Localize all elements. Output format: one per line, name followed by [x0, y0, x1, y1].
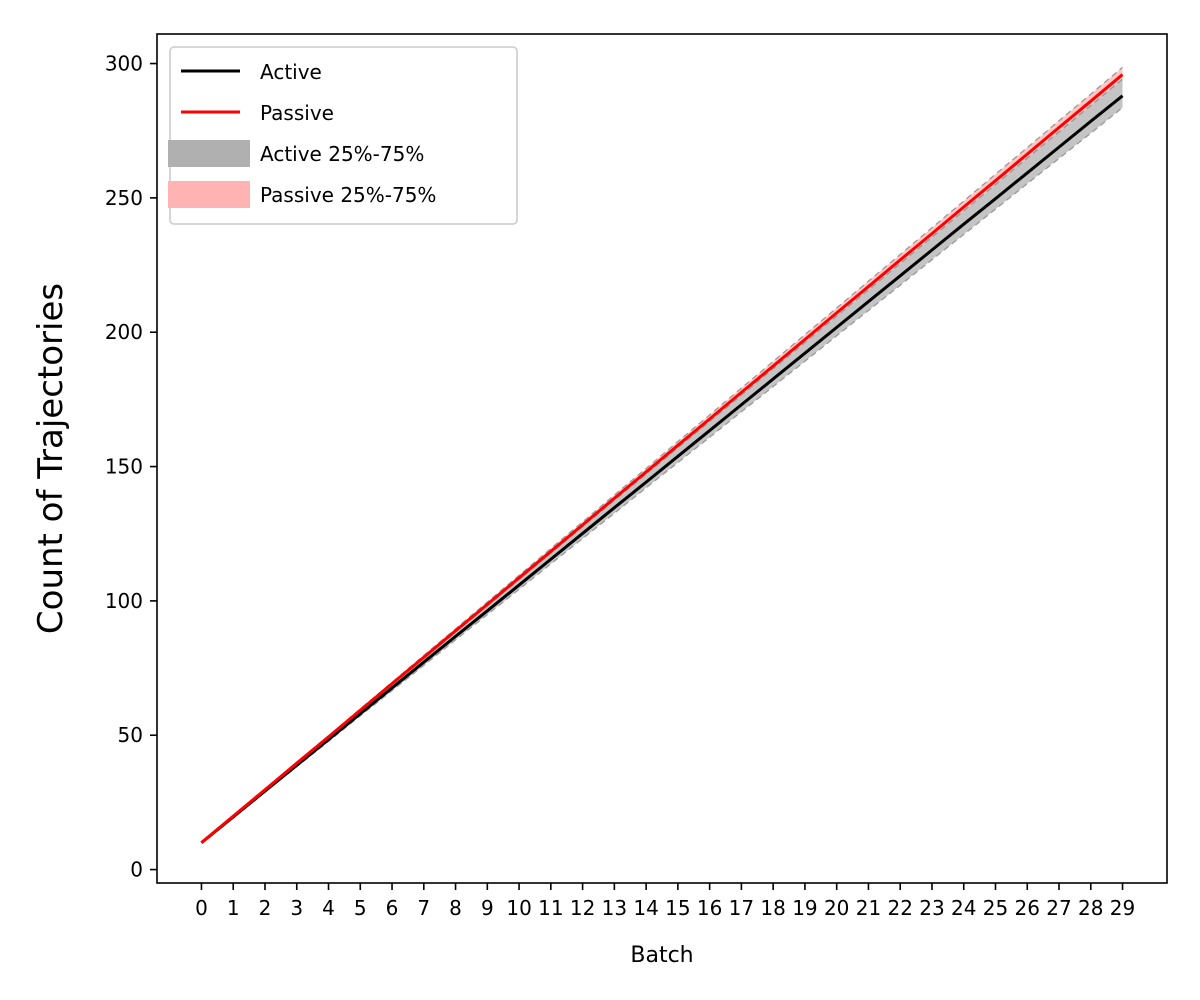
y-tick-label: 0	[130, 858, 143, 882]
y-tick-label: 250	[105, 186, 143, 210]
x-tick-label: 10	[506, 896, 531, 920]
x-tick-label: 12	[570, 896, 595, 920]
x-tick-label: 9	[481, 896, 494, 920]
x-tick-label: 8	[449, 896, 462, 920]
y-tick-label: 300	[105, 52, 143, 76]
legend-swatch	[168, 181, 250, 208]
y-tick-label: 150	[105, 455, 143, 479]
series-line-active	[200, 94, 1124, 844]
legend-label: Active	[260, 60, 322, 84]
series-line-passive	[200, 73, 1124, 844]
y-tick-label: 50	[118, 723, 143, 747]
legend-label: Active 25%-75%	[260, 142, 424, 166]
x-tick-label: 27	[1046, 896, 1071, 920]
x-axis: 0 1 2 3 4 5 6 7 8 9 10 11 12 13 14 15 16 17 18 19 20 21 22 23 24…	[195, 883, 1135, 920]
x-tick-label: 23	[919, 896, 944, 920]
x-tick-label: 19	[792, 896, 817, 920]
x-tick-label: 13	[602, 896, 627, 920]
line-layer	[200, 73, 1124, 844]
x-tick-label: 17	[729, 896, 754, 920]
x-tick-label: 3	[290, 896, 303, 920]
legend-box	[169, 46, 518, 225]
plot-frame	[156, 33, 1168, 884]
x-tick-label: 15	[665, 896, 690, 920]
x-tick-label: 22	[887, 896, 912, 920]
x-tick-label: 16	[697, 896, 722, 920]
x-tick-label: 18	[760, 896, 785, 920]
x-tick-label: 28	[1078, 896, 1103, 920]
x-tick-label: 20	[824, 896, 849, 920]
x-tick-label: 2	[259, 896, 272, 920]
x-tick-label: 1	[227, 896, 240, 920]
x-tick-label: 25	[983, 896, 1008, 920]
y-tick-label: 200	[105, 320, 143, 344]
x-tick-label: 26	[1015, 896, 1040, 920]
legend-label: Passive	[260, 101, 334, 125]
legend: Active Passive Active 25%-75% Passive 25%-7…	[168, 46, 518, 225]
y-axis-label: Count of Trajectories	[31, 283, 71, 634]
x-tick-label: 6	[386, 896, 399, 920]
x-tick-label: 24	[951, 896, 976, 920]
x-tick-label: 7	[417, 896, 430, 920]
x-tick-label: 29	[1110, 896, 1135, 920]
y-axis: 0 50 100 150 200 250 300	[105, 52, 157, 882]
band-edge-lower	[201, 107, 1123, 844]
x-tick-label: 11	[538, 896, 563, 920]
x-tick-label: 0	[195, 896, 208, 920]
legend-swatch	[168, 140, 250, 167]
y-tick-label: 100	[105, 589, 143, 613]
x-axis-label: Batch	[630, 943, 693, 968]
x-tick-label: 21	[856, 896, 881, 920]
x-tick-label: 5	[354, 896, 367, 920]
legend-label: Passive 25%-75%	[260, 183, 436, 207]
x-tick-label: 4	[322, 896, 335, 920]
x-tick-label: 14	[633, 896, 658, 920]
